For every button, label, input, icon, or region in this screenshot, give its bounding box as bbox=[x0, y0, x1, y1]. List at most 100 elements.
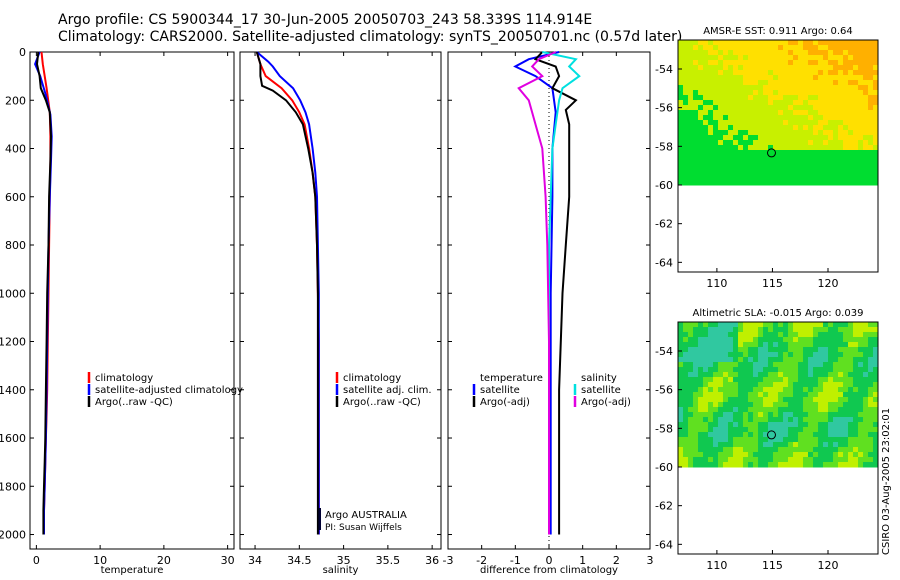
map-cell bbox=[748, 372, 754, 378]
map-cell bbox=[793, 175, 799, 181]
map-cell bbox=[798, 65, 804, 71]
map-cell bbox=[788, 452, 794, 458]
map-cell bbox=[838, 367, 844, 373]
map-cell bbox=[843, 427, 849, 433]
map-cell bbox=[823, 397, 829, 403]
map-cell bbox=[678, 50, 684, 56]
x-axis-label: temperature bbox=[101, 565, 164, 576]
map-cell bbox=[733, 45, 739, 51]
map-cell bbox=[838, 457, 844, 463]
map-frame bbox=[677, 321, 879, 555]
map-cell bbox=[763, 442, 769, 448]
map-cell bbox=[838, 80, 844, 86]
map-cell bbox=[718, 165, 724, 171]
map-cell bbox=[703, 180, 709, 186]
map-cell bbox=[843, 145, 849, 151]
map-cell bbox=[773, 387, 779, 393]
map-cell bbox=[753, 397, 759, 403]
map-cell bbox=[723, 437, 729, 443]
map-cell bbox=[823, 427, 829, 433]
map-cell bbox=[793, 402, 799, 408]
map-cell bbox=[723, 347, 729, 353]
map-cell bbox=[818, 70, 824, 76]
map-cell bbox=[748, 80, 754, 86]
map-cell bbox=[713, 462, 719, 468]
map-cell bbox=[858, 165, 864, 171]
map-cell bbox=[748, 362, 754, 368]
map-cell bbox=[768, 327, 774, 333]
map-cell bbox=[823, 135, 829, 141]
map-cell bbox=[833, 80, 839, 86]
map-cell bbox=[813, 175, 819, 181]
map-cell bbox=[688, 447, 694, 453]
map-cell bbox=[783, 170, 789, 176]
map-cell bbox=[868, 145, 874, 151]
map-cell bbox=[828, 175, 834, 181]
x-tick-label: 20 bbox=[157, 554, 171, 567]
map-cell bbox=[778, 367, 784, 373]
map-cell bbox=[768, 377, 774, 383]
map-cell bbox=[803, 75, 809, 81]
map-cell bbox=[813, 372, 819, 378]
map-cell bbox=[738, 110, 744, 116]
map-cell bbox=[718, 462, 724, 468]
map-cell bbox=[763, 322, 769, 328]
map-cell bbox=[748, 45, 754, 51]
map-cell bbox=[783, 155, 789, 161]
map-cell bbox=[678, 60, 684, 66]
map-cell bbox=[848, 95, 854, 101]
map-cell bbox=[803, 180, 809, 186]
map-cell bbox=[738, 60, 744, 66]
map-cell bbox=[788, 50, 794, 56]
map-cell bbox=[848, 110, 854, 116]
map-cell bbox=[698, 352, 704, 358]
map-cell bbox=[858, 417, 864, 423]
map-cell bbox=[708, 377, 714, 383]
map-cell bbox=[738, 402, 744, 408]
map-cell bbox=[728, 462, 734, 468]
map-cell bbox=[838, 422, 844, 428]
map-cell bbox=[803, 377, 809, 383]
map-cell bbox=[683, 180, 689, 186]
map-cell bbox=[843, 372, 849, 378]
map-cell bbox=[808, 407, 814, 413]
map-cell bbox=[723, 105, 729, 111]
map-cell bbox=[788, 367, 794, 373]
map-cell bbox=[758, 75, 764, 81]
map-cell bbox=[788, 155, 794, 161]
map-cell bbox=[838, 55, 844, 61]
map-cell bbox=[873, 447, 879, 453]
map-cell bbox=[868, 442, 874, 448]
map-cell bbox=[678, 80, 684, 86]
map-cell bbox=[848, 362, 854, 368]
map-cell bbox=[808, 412, 814, 418]
map-cell bbox=[823, 70, 829, 76]
map-cell bbox=[743, 65, 749, 71]
map-cell bbox=[843, 130, 849, 136]
map-cell bbox=[858, 387, 864, 393]
map-cell bbox=[713, 150, 719, 156]
map-cell bbox=[873, 427, 879, 433]
map-cell bbox=[838, 100, 844, 106]
map-cell bbox=[838, 397, 844, 403]
map-cell bbox=[733, 372, 739, 378]
map-cell bbox=[818, 95, 824, 101]
map-cell bbox=[823, 170, 829, 176]
map-cell bbox=[813, 437, 819, 443]
map-cell bbox=[838, 437, 844, 443]
map-cell bbox=[783, 352, 789, 358]
map-cell bbox=[783, 412, 789, 418]
map-cell bbox=[763, 105, 769, 111]
map-cell bbox=[713, 100, 719, 106]
map-cell bbox=[773, 95, 779, 101]
map-cell bbox=[768, 105, 774, 111]
map-cell bbox=[863, 357, 869, 363]
map-cell bbox=[803, 80, 809, 86]
map-cell bbox=[778, 45, 784, 51]
map-cell bbox=[863, 452, 869, 458]
map-cell bbox=[768, 90, 774, 96]
map-cell bbox=[783, 407, 789, 413]
map-cell bbox=[823, 422, 829, 428]
map-cell bbox=[838, 417, 844, 423]
map-cell bbox=[688, 427, 694, 433]
